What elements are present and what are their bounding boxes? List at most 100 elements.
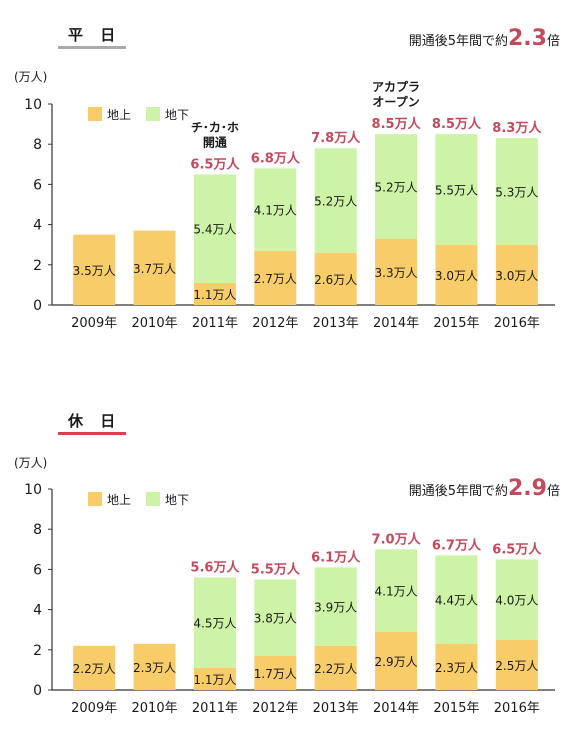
bar-value-label: 4.4万人 (435, 594, 478, 608)
bar-ground (375, 631, 418, 690)
bar-value-label: 3.7万人 (133, 262, 176, 276)
y-tick-label: 4 (33, 603, 42, 619)
bar-underground (435, 555, 478, 644)
bar-total-label: 6.7万人 (432, 537, 482, 553)
bar-ground (133, 643, 176, 690)
weekday-note-value: 2.3 (508, 26, 547, 51)
bar-value-label: 5.2万人 (375, 180, 418, 194)
y-tick-label: 4 (33, 218, 42, 234)
bar-total-label: 8.5万人 (432, 116, 482, 132)
y-tick-label: 8 (33, 522, 42, 538)
bar-value-label: 5.3万人 (495, 185, 538, 199)
bar-value-label: 3.9万人 (314, 601, 357, 615)
x-tick-label: 2011年 (192, 316, 238, 331)
bar-ground (375, 238, 418, 305)
x-tick-label: 2016年 (494, 316, 540, 331)
x-tick-label: 2015年 (433, 701, 479, 716)
x-tick-label: 2012年 (252, 316, 298, 331)
bar-total-label: 5.5万人 (251, 561, 301, 577)
weekday-growth-note: 開通後5年間で約2.3倍 (409, 26, 560, 51)
bar-ground (314, 252, 357, 305)
holiday-heading: 休 日 (68, 412, 122, 430)
bar-ground (495, 244, 538, 305)
weekday-heading: 平 日 (68, 26, 122, 44)
y-tick-label: 2 (33, 258, 42, 274)
bar-value-label: 3.0万人 (435, 269, 478, 283)
weekday-y-unit: (万人) (14, 70, 48, 84)
annotation-line: チ･カ･ホ (191, 120, 239, 134)
bar-underground (254, 168, 297, 251)
weekday-panel: 平 日 開通後5年間で約2.3倍 (万人) 0 2 4 6 8 10 地上 地下 3.5万人 20… (0, 0, 580, 372)
bar-total-label: 6.8万人 (251, 150, 301, 166)
bar-value-label: 1.7万人 (254, 667, 297, 681)
bar-value-label: 5.5万人 (435, 183, 478, 197)
bar-value-label: 2.3万人 (133, 661, 176, 675)
bar-ground (73, 645, 116, 690)
legend-label-underground: 地下 (165, 493, 189, 507)
bar-total-label: 7.8万人 (311, 130, 361, 146)
weekday-note-prefix: 開通後5年間で約 (408, 34, 508, 49)
bar-ground (193, 667, 236, 690)
bar-value-label: 2.9万人 (375, 655, 418, 669)
legend-label-underground: 地下 (165, 108, 189, 122)
x-tick-label: 2013年 (313, 701, 359, 716)
legend-label-ground: 地上 (107, 108, 131, 122)
holiday-note-suffix: 倍 (546, 484, 560, 499)
x-tick-label: 2015年 (433, 316, 479, 331)
bar-total-label: 8.5万人 (372, 116, 422, 132)
y-tick-label: 2 (33, 643, 42, 659)
bar-underground (375, 134, 418, 239)
bar-total-label: 7.0万人 (372, 531, 422, 547)
legend-swatch-underground (146, 492, 160, 506)
y-tick-label: 10 (24, 97, 42, 113)
bar-value-label: 3.3万人 (375, 266, 418, 280)
y-tick-label: 8 (33, 137, 42, 153)
weekday-chart: 0 2 4 6 8 10 地上 地下 3.5万人 2009年 3.7万人 2010年 1.1万人 5.4万… (24, 79, 555, 331)
bar-underground (375, 549, 418, 632)
bar-value-label: 2.5万人 (495, 659, 538, 673)
bar-value-label: 4.1万人 (375, 585, 418, 599)
bar-ground (435, 244, 478, 305)
bar-value-label: 3.0万人 (495, 269, 538, 283)
legend-label-ground: 地上 (107, 493, 131, 507)
bar-ground (73, 234, 116, 305)
x-tick-label: 2014年 (373, 316, 419, 331)
legend-swatch-ground (88, 107, 102, 121)
bar-underground (193, 577, 236, 668)
legend-swatch-ground (88, 492, 102, 506)
bar-total-label: 5.6万人 (190, 559, 240, 575)
bar-value-label: 5.4万人 (193, 223, 236, 237)
bar-value-label: 2.3万人 (435, 661, 478, 675)
bar-ground (254, 655, 297, 690)
y-tick-label: 10 (24, 482, 42, 498)
bar-underground (254, 579, 297, 656)
x-tick-label: 2014年 (373, 701, 419, 716)
x-tick-label: 2009年 (71, 316, 117, 331)
bar-ground (193, 282, 236, 305)
bar-total-label: 8.3万人 (492, 120, 542, 136)
bar-ground (314, 645, 357, 690)
x-tick-label: 2010年 (132, 701, 178, 716)
x-tick-label: 2009年 (71, 701, 117, 716)
bar-ground (133, 230, 176, 305)
bar-value-label: 3.5万人 (73, 264, 116, 278)
holiday-panel: 休 日 開通後5年間で約2.9倍 (万人) 0 2 4 6 8 10 地上 地下 2.2万人 20… (0, 372, 580, 745)
holiday-y-unit: (万人) (14, 456, 48, 470)
bar-value-label: 2.2万人 (314, 662, 357, 676)
x-tick-label: 2012年 (252, 701, 298, 716)
holiday-note-value: 2.9 (508, 476, 547, 501)
bar-underground (314, 148, 357, 253)
annotation-line: オープン (372, 94, 419, 109)
x-tick-label: 2016年 (494, 701, 540, 716)
bar-value-label: 2.2万人 (73, 662, 116, 676)
bar-underground (314, 567, 357, 646)
bar-value-label: 1.1万人 (193, 288, 236, 302)
bar-underground (495, 138, 538, 245)
bar-value-label: 2.6万人 (314, 273, 357, 287)
annotation-line: 開通 (203, 134, 227, 149)
holiday-note-prefix: 開通後5年間で約 (408, 484, 508, 499)
bar-total-label: 6.5万人 (492, 541, 542, 557)
weekday-note-suffix: 倍 (546, 34, 560, 49)
bar-value-label: 2.7万人 (254, 272, 297, 286)
bar-value-label: 4.1万人 (254, 204, 297, 218)
